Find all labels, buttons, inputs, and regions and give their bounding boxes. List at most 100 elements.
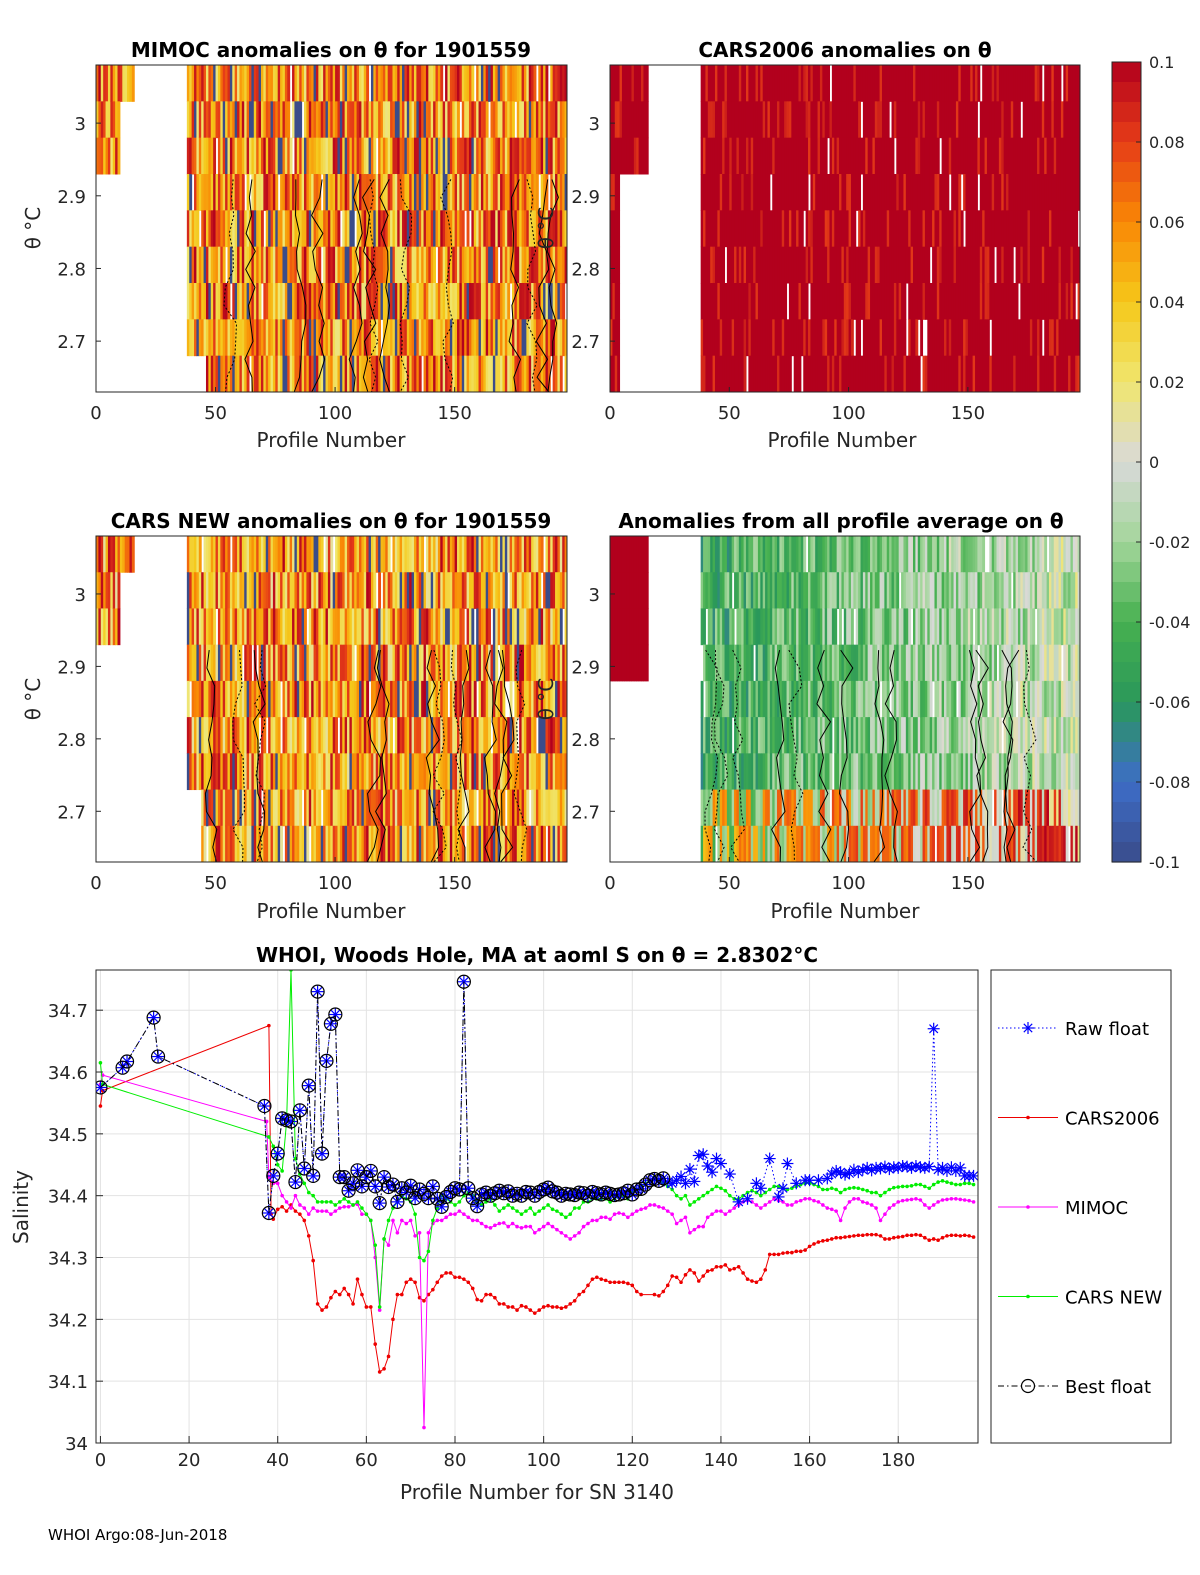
heatmap-cell bbox=[712, 644, 716, 682]
heatmap-cell bbox=[765, 101, 768, 139]
heatmap-cell bbox=[418, 283, 422, 320]
heatmap-cell bbox=[535, 101, 539, 139]
heatmap-cell bbox=[284, 283, 288, 320]
heatmap-cell bbox=[342, 65, 346, 102]
heatmap-cell bbox=[452, 246, 456, 284]
heatmap-cars2006-cells bbox=[610, 65, 1081, 393]
heatmap-cell bbox=[757, 536, 761, 573]
heatmap-cell bbox=[289, 608, 293, 646]
heatmap-cell bbox=[612, 210, 616, 248]
heatmap-cell bbox=[793, 355, 797, 393]
heatmap-cell bbox=[411, 137, 415, 175]
heatmap-cell bbox=[526, 246, 530, 284]
heatmap-cell bbox=[366, 572, 370, 609]
heatmap-cell bbox=[284, 608, 288, 646]
heatmap-cell bbox=[490, 101, 494, 139]
heatmap-cell bbox=[437, 789, 441, 827]
heatmap-cell bbox=[850, 101, 854, 139]
heatmap-cell bbox=[203, 319, 207, 357]
heatmap-cell bbox=[394, 608, 398, 646]
heatmap-cell bbox=[877, 137, 881, 175]
heatmap-cell bbox=[483, 137, 487, 175]
heatmap-cell bbox=[1077, 174, 1081, 211]
heatmap-cell bbox=[636, 65, 640, 102]
heatmap-cell bbox=[449, 319, 453, 357]
heatmap-cell bbox=[755, 572, 759, 609]
heatmap-cell bbox=[251, 789, 255, 827]
heatmap-cell bbox=[1046, 283, 1050, 320]
heatmap-cell bbox=[425, 246, 429, 284]
contour-line bbox=[223, 179, 238, 393]
heatmap-cell bbox=[927, 210, 931, 248]
heatmap-cell bbox=[1051, 319, 1055, 357]
heatmap-cell bbox=[323, 680, 327, 718]
heatmap-cell bbox=[452, 536, 456, 573]
heatmap-cell bbox=[731, 101, 735, 139]
heatmap-cell bbox=[798, 825, 802, 863]
contour-line bbox=[254, 650, 267, 863]
heatmap-cell bbox=[323, 355, 327, 393]
heatmap-cell bbox=[217, 65, 221, 102]
heatmap-cell bbox=[488, 536, 491, 573]
heatmap-cell bbox=[440, 355, 444, 393]
heatmap-cell bbox=[330, 246, 334, 284]
heatmap-cell bbox=[1056, 210, 1060, 248]
heatmap-cell bbox=[781, 174, 785, 211]
heatmap-cell bbox=[564, 572, 568, 609]
heatmap-cell bbox=[277, 355, 281, 393]
heatmap-cell bbox=[483, 174, 487, 211]
heatmap-cell bbox=[366, 137, 370, 175]
heatmap-cell bbox=[712, 355, 716, 393]
heatmap-cell bbox=[318, 789, 322, 827]
heatmap-cell bbox=[972, 65, 976, 102]
heatmap-cell bbox=[800, 65, 804, 102]
heatmap-cell bbox=[612, 101, 616, 139]
heatmap-cell bbox=[559, 680, 563, 718]
heatmap-cell bbox=[755, 753, 759, 791]
heatmap-cell bbox=[545, 210, 549, 248]
heatmap-cell bbox=[220, 137, 224, 175]
heatmap-cell bbox=[829, 283, 833, 320]
heatmap-cell bbox=[512, 753, 515, 791]
heatmap-cell bbox=[760, 355, 764, 393]
heatmap-cell bbox=[440, 608, 444, 646]
heatmap-cell bbox=[457, 174, 460, 211]
heatmap-cell bbox=[509, 680, 513, 718]
heatmap-cell bbox=[320, 210, 324, 248]
heatmap-cell bbox=[473, 536, 477, 573]
heatmap-cell bbox=[504, 536, 508, 573]
heatmap-cell bbox=[327, 319, 331, 357]
heatmap-cell bbox=[817, 246, 821, 284]
heatmap-cell bbox=[354, 65, 358, 102]
heatmap-cell bbox=[614, 319, 618, 357]
heatmap-cell bbox=[788, 825, 792, 863]
heatmap-cell bbox=[509, 536, 513, 573]
heatmap-cell bbox=[722, 608, 726, 646]
heatmap-cell bbox=[1044, 283, 1048, 320]
heatmap-cell bbox=[834, 753, 838, 791]
heatmap-cell bbox=[337, 536, 341, 573]
heatmap-cell bbox=[531, 572, 535, 609]
heatmap-cell bbox=[409, 283, 413, 320]
heatmap-cell bbox=[805, 246, 809, 284]
heatmap-cell bbox=[848, 65, 852, 102]
heatmap-cell bbox=[268, 825, 272, 863]
heatmap-cell bbox=[848, 825, 852, 863]
heatmap-cell bbox=[373, 101, 377, 139]
heatmap-cell bbox=[624, 608, 628, 646]
heatmap-cell bbox=[827, 246, 830, 284]
heatmap-cell bbox=[299, 319, 303, 357]
heatmap-cell bbox=[750, 65, 754, 102]
heatmap-cell bbox=[318, 174, 322, 211]
heatmap-cell bbox=[268, 717, 272, 754]
heatmap-cell bbox=[719, 137, 723, 175]
heatmap-cell bbox=[275, 355, 279, 393]
heatmap-cell bbox=[1051, 174, 1055, 211]
heatmap-cell bbox=[769, 789, 773, 827]
heatmap-cell bbox=[786, 680, 790, 718]
heatmap-cell bbox=[827, 608, 830, 646]
heatmap-cell bbox=[550, 246, 554, 284]
heatmap-cell bbox=[335, 717, 338, 754]
heatmap-cell bbox=[512, 355, 515, 393]
heatmap-cell bbox=[831, 536, 835, 573]
